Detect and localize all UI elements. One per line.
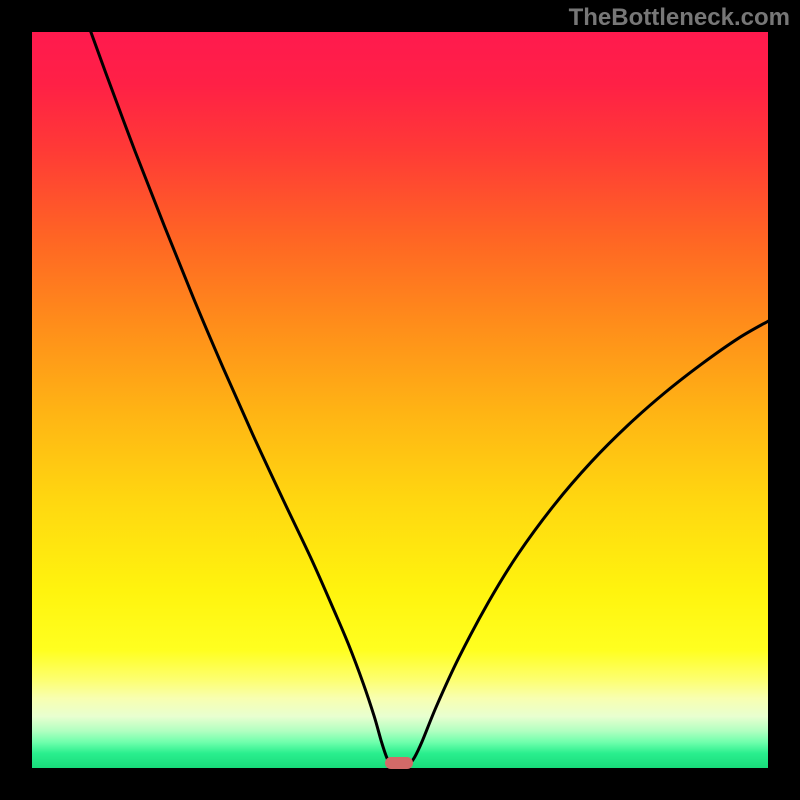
minimum-marker (385, 757, 413, 769)
watermark-text: TheBottleneck.com (569, 4, 790, 32)
plot-frame (32, 32, 768, 768)
bottleneck-curve (91, 32, 768, 765)
chart-stage: TheBottleneck.com (0, 0, 800, 800)
bottleneck-curve-svg (32, 32, 768, 768)
